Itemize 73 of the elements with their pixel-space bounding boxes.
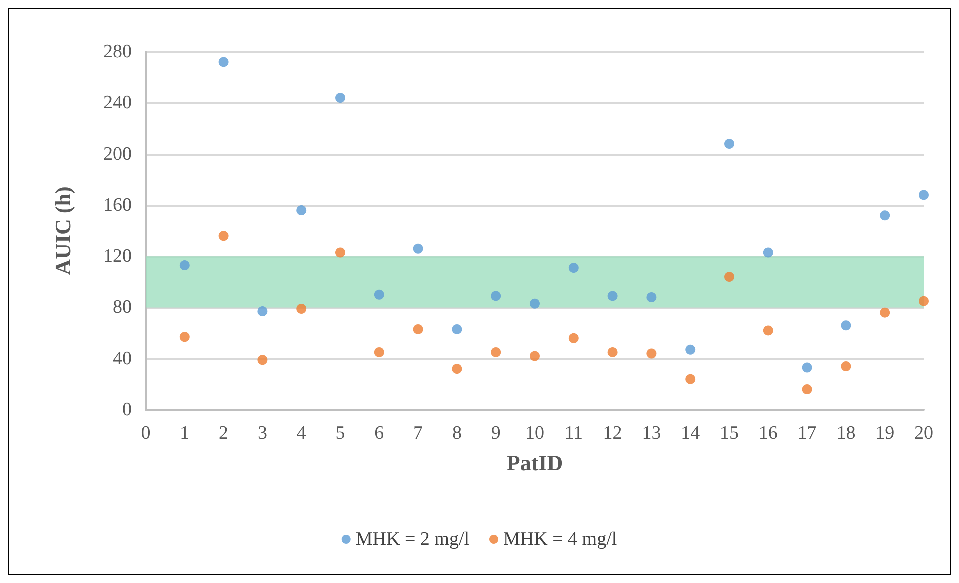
point xyxy=(686,374,696,384)
point xyxy=(374,347,384,358)
point xyxy=(180,260,190,271)
point xyxy=(686,344,696,355)
y-tick-label: 160 xyxy=(104,194,132,216)
point xyxy=(802,384,812,395)
point xyxy=(258,355,268,366)
point xyxy=(763,248,774,258)
point xyxy=(919,296,929,306)
x-tick-label: 11 xyxy=(564,423,584,444)
x-tick-label: 1 xyxy=(180,423,190,444)
point xyxy=(568,263,579,274)
point xyxy=(841,320,852,331)
x-tick-label: 7 xyxy=(414,423,424,444)
point xyxy=(530,298,540,309)
point xyxy=(802,362,812,373)
point xyxy=(841,362,852,372)
point xyxy=(608,291,618,302)
y-tick-label: 120 xyxy=(104,246,132,268)
x-tick-label: 6 xyxy=(374,423,384,444)
x-tick-label: 9 xyxy=(491,423,501,444)
y-tick-label: 80 xyxy=(113,297,132,318)
point xyxy=(646,348,657,359)
x-axis-title: PatID xyxy=(506,450,564,476)
point xyxy=(919,190,929,200)
point xyxy=(491,347,502,358)
point xyxy=(530,351,540,362)
point xyxy=(413,324,424,334)
point xyxy=(724,139,734,150)
y-tick-label: 0 xyxy=(122,400,132,420)
y-tick-label: 40 xyxy=(113,348,132,370)
point xyxy=(491,291,502,302)
x-tick-label: 14 xyxy=(681,423,701,444)
point xyxy=(180,332,190,342)
point xyxy=(452,324,462,334)
point xyxy=(568,333,579,344)
point xyxy=(374,290,384,300)
point xyxy=(763,326,774,336)
point xyxy=(258,306,268,317)
x-tick-label: 0 xyxy=(141,423,151,444)
x-tick-label: 8 xyxy=(452,423,462,444)
x-tick-label: 20 xyxy=(914,423,934,444)
x-tick-label: 3 xyxy=(258,423,268,444)
point xyxy=(336,248,346,258)
x-tick-label: 2 xyxy=(219,423,229,444)
x-tick-label: 19 xyxy=(876,423,895,444)
point xyxy=(336,93,346,104)
y-tick-label: 200 xyxy=(104,144,132,165)
point xyxy=(218,57,229,68)
x-tick-label: 18 xyxy=(836,423,856,444)
point xyxy=(880,308,890,318)
x-tick-label: 12 xyxy=(603,423,622,444)
point xyxy=(646,292,657,302)
x-tick-label: 17 xyxy=(798,423,817,444)
legend-label: MHK = 2 mg/l xyxy=(356,529,470,550)
x-tick-label: 10 xyxy=(526,423,544,444)
y-axis-title: AUIC (h) xyxy=(50,186,76,276)
point xyxy=(880,210,890,221)
x-tick-label: 4 xyxy=(296,423,307,444)
y-tick-label: 280 xyxy=(104,42,132,62)
x-tick-label: 5 xyxy=(336,423,346,444)
point xyxy=(608,347,618,358)
point xyxy=(724,272,734,282)
point xyxy=(452,364,462,374)
point xyxy=(296,206,307,216)
legend-label: MHK = 4 mg/l xyxy=(504,529,618,550)
x-tick-label: 13 xyxy=(642,423,662,444)
x-tick-label: 15 xyxy=(720,423,739,444)
point xyxy=(296,304,307,314)
point xyxy=(218,231,229,242)
y-tick-label: 240 xyxy=(104,92,132,114)
point xyxy=(413,244,424,254)
x-tick-label: 16 xyxy=(758,423,778,444)
